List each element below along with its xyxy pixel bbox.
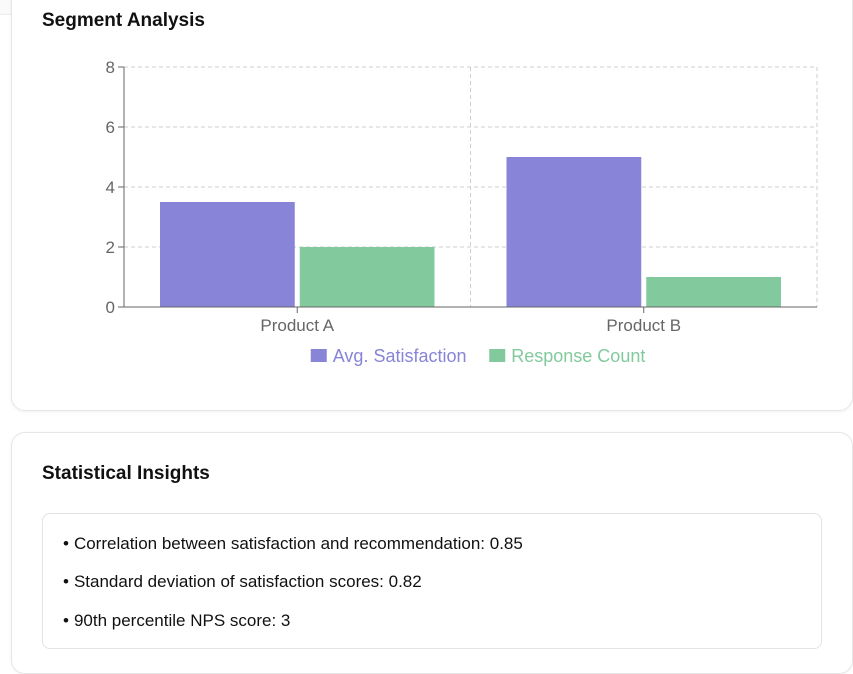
y-tick-label: 2: [106, 238, 115, 257]
legend-label: Response Count: [511, 346, 645, 366]
y-tick-label: 8: [106, 58, 115, 77]
y-tick-label: 0: [106, 298, 115, 317]
x-tick-label: Product A: [260, 316, 334, 335]
insights-list-box: • Correlation between satisfaction and re…: [42, 513, 822, 649]
insight-item: • 90th percentile NPS score: 3: [63, 611, 290, 631]
legend-swatch-icon: [310, 349, 327, 362]
bar: [160, 202, 295, 307]
x-tick-label: Product B: [606, 316, 681, 335]
statistical-insights-card: Statistical Insights • Correlation betwee…: [11, 432, 853, 674]
insight-text: Correlation between satisfaction and rec…: [73, 534, 523, 553]
segment-analysis-card: Segment Analysis 0 2 4 6 8 Product A Product B…: [11, 0, 853, 411]
insight-item: • Standard deviation of satisfaction scor…: [63, 572, 422, 592]
legend-label: Avg. Satisfaction: [333, 346, 467, 366]
y-tick-label: 4: [106, 178, 115, 197]
bar: [506, 157, 642, 307]
segment-bar-chart: 0 2 4 6 8 Product A Product B Avg. Satisfaction…: [106, 58, 818, 366]
bullet-icon: •: [63, 534, 69, 553]
insight-text: Standard deviation of satisfaction score…: [73, 572, 422, 591]
legend-swatch-icon: [489, 349, 506, 362]
bar: [299, 247, 435, 307]
statistical-insights-title: Statistical Insights: [42, 463, 210, 484]
bar: [646, 277, 781, 307]
bullet-icon: •: [63, 611, 69, 630]
insight-item: • Correlation between satisfaction and re…: [63, 534, 523, 554]
insight-text: 90th percentile NPS score: 3: [73, 611, 291, 630]
y-tick-label: 6: [106, 118, 115, 137]
segment-analysis-title: Segment Analysis: [42, 10, 205, 31]
bullet-icon: •: [63, 572, 69, 591]
